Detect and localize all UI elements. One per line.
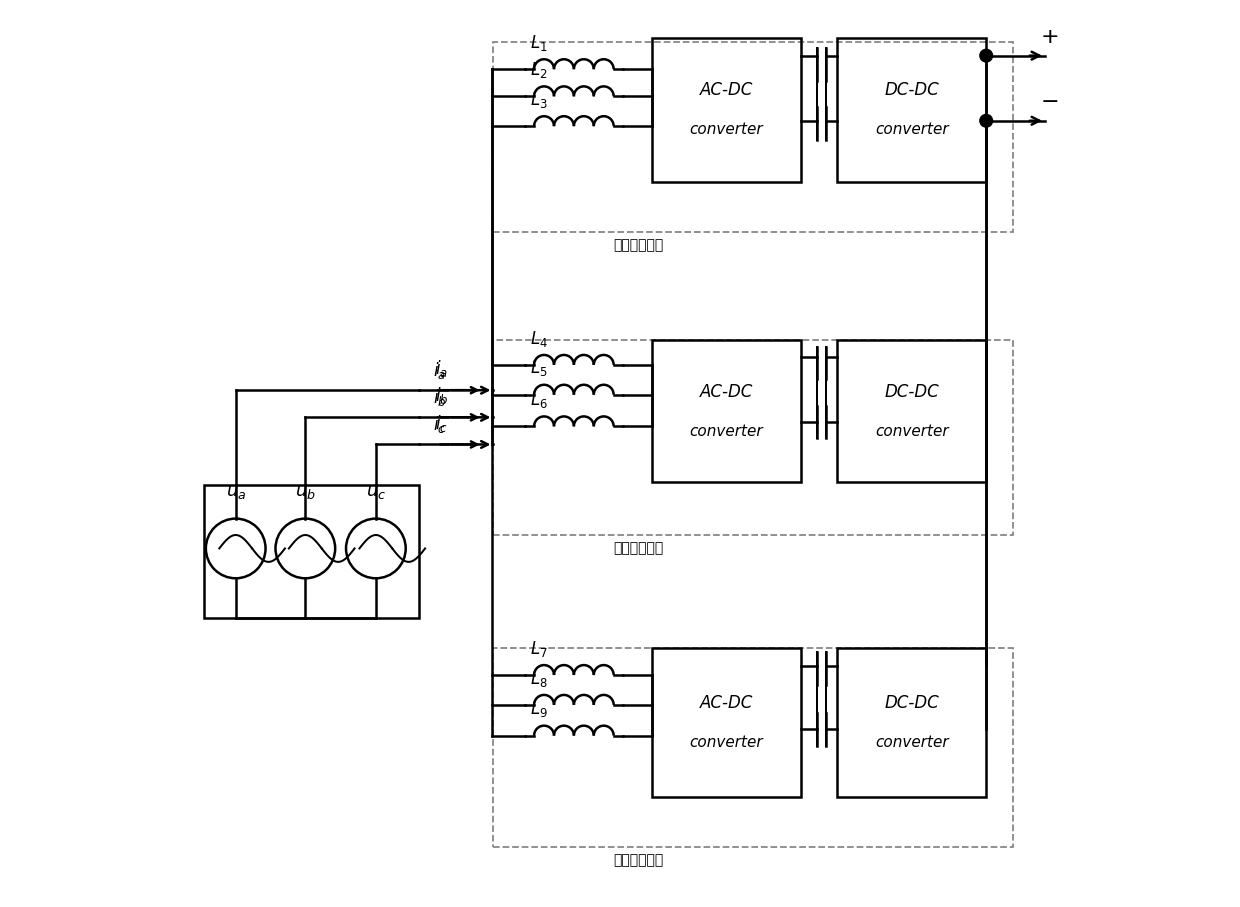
- Text: +: +: [1040, 26, 1059, 46]
- Bar: [494, 648, 1013, 847]
- Text: converter: converter: [874, 122, 949, 137]
- Text: $u_c$: $u_c$: [366, 483, 386, 502]
- Text: $L_7$: $L_7$: [529, 639, 547, 658]
- Text: $i_c$: $i_c$: [435, 413, 448, 434]
- Bar: [837, 37, 986, 182]
- Text: $u_a$: $u_a$: [226, 483, 246, 502]
- Circle shape: [980, 49, 992, 62]
- Text: converter: converter: [874, 735, 949, 750]
- Circle shape: [980, 114, 992, 127]
- Text: $L_6$: $L_6$: [529, 390, 547, 410]
- Text: $L_4$: $L_4$: [529, 328, 548, 348]
- Text: $L_8$: $L_8$: [529, 668, 547, 688]
- Text: converter: converter: [689, 424, 763, 439]
- Text: $L_9$: $L_9$: [529, 699, 548, 719]
- Text: $i_b$: $i_b$: [433, 387, 446, 408]
- Text: DC-DC: DC-DC: [884, 383, 939, 401]
- Text: converter: converter: [874, 424, 949, 439]
- Bar: [837, 648, 986, 797]
- Text: DC-DC: DC-DC: [884, 694, 939, 712]
- Text: 第三充电模块: 第三充电模块: [613, 853, 663, 867]
- Text: 第二充电模块: 第二充电模块: [613, 541, 663, 555]
- Text: $L_2$: $L_2$: [529, 60, 547, 80]
- Text: $i_a$: $i_a$: [435, 358, 448, 379]
- Bar: [837, 340, 986, 483]
- Text: DC-DC: DC-DC: [884, 81, 939, 99]
- Text: converter: converter: [689, 122, 763, 137]
- Bar: [652, 648, 801, 797]
- Text: $L_1$: $L_1$: [529, 33, 547, 53]
- Text: $u_b$: $u_b$: [295, 483, 316, 502]
- Text: $L_5$: $L_5$: [529, 358, 547, 378]
- Text: $i_c$: $i_c$: [433, 414, 445, 435]
- Text: $i_a$: $i_a$: [433, 360, 446, 381]
- Text: AC-DC: AC-DC: [699, 694, 753, 712]
- Text: AC-DC: AC-DC: [699, 81, 753, 99]
- Text: $L_3$: $L_3$: [529, 90, 547, 110]
- Text: converter: converter: [689, 735, 763, 750]
- Bar: [652, 340, 801, 483]
- Bar: [652, 37, 801, 182]
- Bar: [205, 485, 419, 618]
- Text: AC-DC: AC-DC: [699, 383, 753, 401]
- Text: 第一充电模块: 第一充电模块: [613, 239, 663, 252]
- Bar: [494, 340, 1013, 535]
- Text: $i_b$: $i_b$: [435, 385, 448, 406]
- Text: −: −: [1040, 92, 1059, 112]
- Bar: [494, 42, 1013, 232]
